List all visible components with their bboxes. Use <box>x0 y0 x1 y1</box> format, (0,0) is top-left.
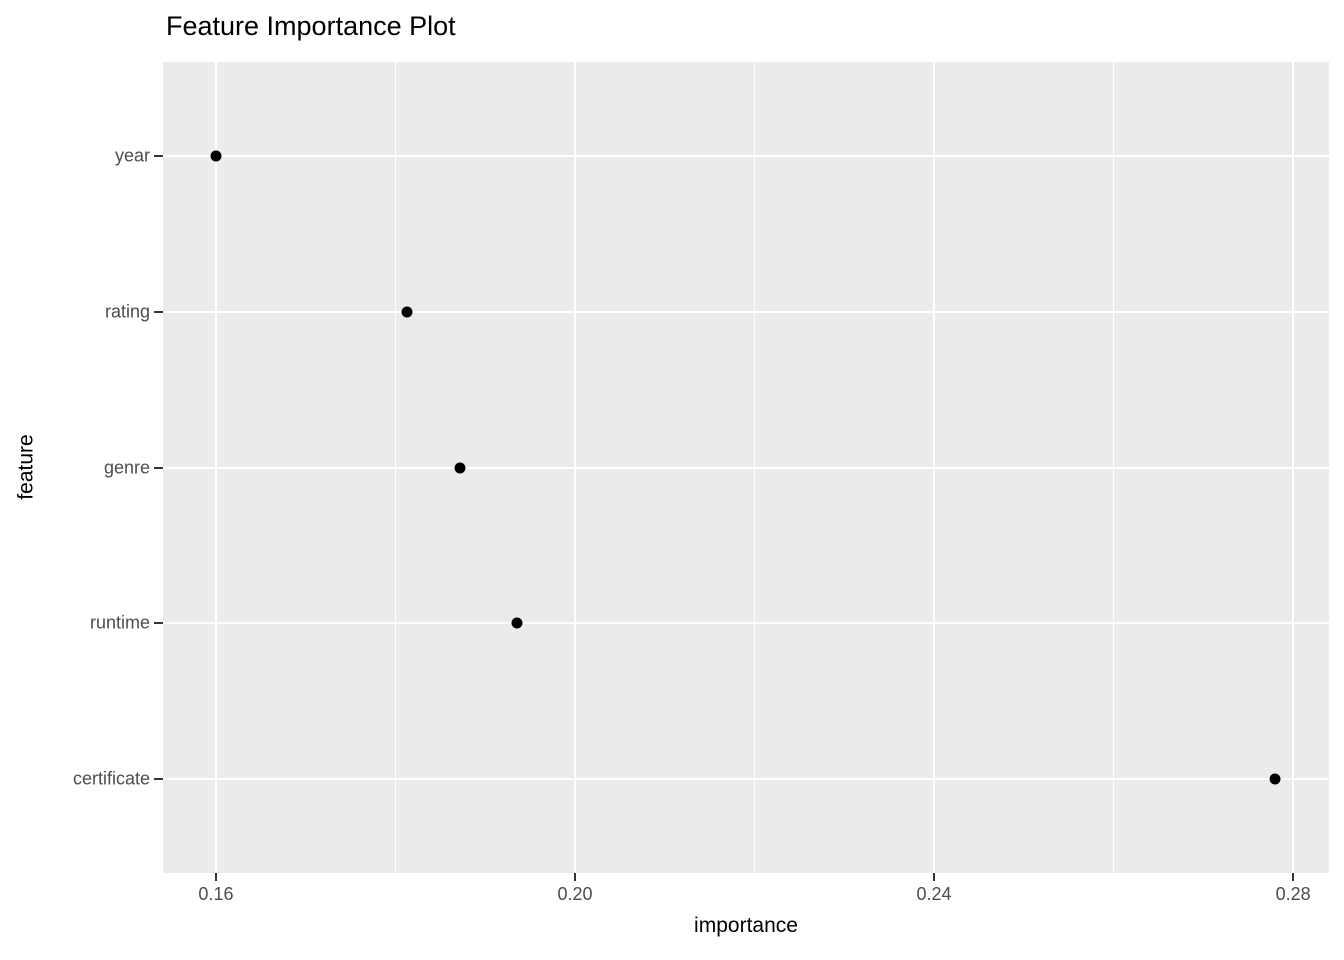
plot-panel <box>163 62 1329 873</box>
y-tick-label-rating: rating <box>104 301 150 322</box>
y-tick-label-certificate: certificate <box>72 768 150 789</box>
y-tick-mark <box>154 778 163 781</box>
x-tick-mark <box>933 873 936 881</box>
y-tick-mark <box>154 154 163 157</box>
x-tick-label: 0.20 <box>557 884 593 904</box>
y-tick-mark <box>154 466 163 469</box>
y-tick-label-genre: genre <box>103 457 150 477</box>
y-major-gridline <box>163 466 1329 469</box>
x-tick-label: 0.28 <box>1275 884 1311 904</box>
y-tick-mark <box>154 622 163 625</box>
x-tick-mark <box>214 873 217 881</box>
data-point-year <box>210 150 222 162</box>
y-major-gridline <box>163 778 1329 781</box>
y-major-gridline <box>163 310 1329 313</box>
x-axis-title: importance <box>694 914 798 937</box>
y-tick-label-runtime: runtime <box>89 612 150 633</box>
x-tick-label: 0.16 <box>198 884 234 904</box>
data-point-rating <box>401 306 413 318</box>
y-major-gridline <box>163 622 1329 625</box>
data-point-genre <box>454 462 466 473</box>
x-tick-mark <box>574 873 576 881</box>
plot-title: Feature Importance Plot <box>166 11 456 41</box>
data-point-runtime <box>511 617 523 629</box>
y-tick-label-year: year <box>114 145 150 166</box>
x-tick-mark <box>1292 873 1295 881</box>
y-major-gridline <box>163 154 1329 157</box>
x-tick-label: 0.24 <box>916 884 952 904</box>
y-axis-title-text: feature <box>15 434 39 500</box>
data-point-certificate <box>1269 773 1281 785</box>
y-tick-mark <box>154 310 163 313</box>
